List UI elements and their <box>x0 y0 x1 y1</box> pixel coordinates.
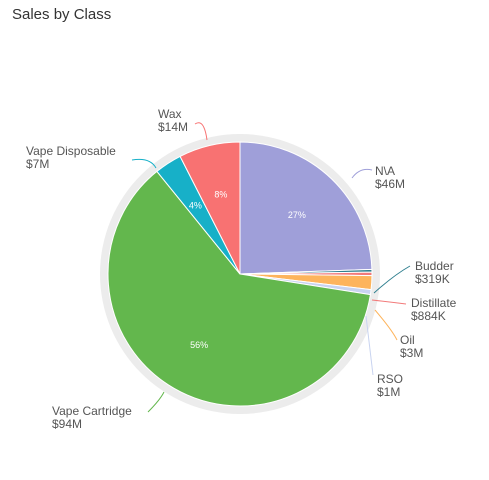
label-connector-line <box>373 265 411 294</box>
slice-name-label: Vape Disposable <box>26 144 116 158</box>
slice-value-label: $3M <box>400 346 423 360</box>
slice-name-label: Budder <box>415 259 454 273</box>
label-connector-line <box>147 391 165 413</box>
slice-name-label: N\A <box>375 164 395 178</box>
label-connector-line <box>365 315 374 376</box>
pie-slice-percent-label: 56% <box>190 340 208 350</box>
label-connector-line <box>374 309 398 341</box>
pie-slice-n-a[interactable] <box>239 141 373 275</box>
slice-value-label: $46M <box>375 177 405 191</box>
slice-value-label: $319K <box>415 272 450 286</box>
pie-slice-percent-label: 27% <box>288 210 306 220</box>
chart-title: Sales by Class <box>12 6 112 23</box>
slice-name-label: Wax <box>158 107 182 121</box>
slice-value-label: $7M <box>26 157 49 171</box>
slice-value-label: $94M <box>52 417 82 431</box>
slice-value-label: $884K <box>411 309 446 323</box>
slice-name-label: Distillate <box>411 296 457 310</box>
slice-value-label: $14M <box>158 120 188 134</box>
slice-value-label: $1M <box>377 385 400 399</box>
label-connector-line <box>371 299 407 305</box>
pie-slice-vape-cartridge[interactable] <box>107 170 371 407</box>
label-connector-line <box>194 122 208 141</box>
label-connector-line <box>351 168 373 179</box>
pie-slice-wax[interactable] <box>179 141 241 275</box>
slice-name-label: Oil <box>400 333 415 347</box>
slice-name-label: Vape Cartridge <box>52 404 132 418</box>
slice-name-label: RSO <box>377 372 403 386</box>
pie-slice-percent-label: 4% <box>189 200 202 210</box>
pie-slice-percent-label: 8% <box>214 189 227 199</box>
label-connector-line <box>131 158 157 169</box>
